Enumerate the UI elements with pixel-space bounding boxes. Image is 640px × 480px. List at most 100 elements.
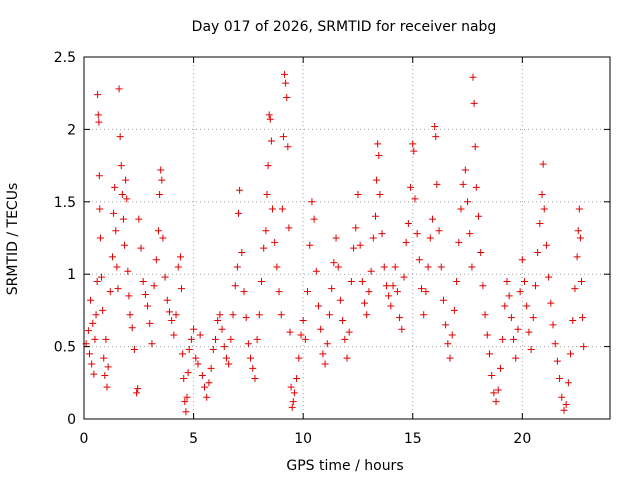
data-point (373, 176, 381, 184)
data-point (339, 317, 347, 325)
data-point (510, 335, 518, 343)
data-point (304, 288, 312, 296)
x-tick-label: 15 (404, 431, 422, 447)
data-point (345, 328, 353, 336)
data-point (400, 273, 408, 281)
data-point (101, 372, 109, 380)
data-point (571, 285, 579, 293)
data-point (198, 372, 206, 380)
data-point (255, 311, 263, 319)
data-point (545, 273, 553, 281)
data-point (84, 327, 92, 335)
data-point (551, 340, 559, 348)
data-point (468, 263, 476, 271)
data-point (562, 401, 570, 409)
data-point (218, 325, 226, 333)
data-point (88, 360, 96, 368)
data-point (527, 345, 535, 353)
data-point (518, 256, 526, 264)
y-tick-label: 1 (67, 267, 76, 283)
data-point (231, 282, 239, 290)
data-point (575, 205, 583, 213)
data-point (409, 140, 417, 148)
data-point (119, 215, 127, 223)
data-point (505, 292, 513, 300)
data-point (266, 115, 274, 123)
data-point (573, 253, 581, 261)
data-point (100, 354, 108, 362)
data-point (108, 253, 116, 261)
data-point (150, 282, 158, 290)
data-point (93, 277, 101, 285)
chart-title: Day 017 of 2026, SRMTID for receiver nab… (192, 19, 497, 35)
data-point (289, 398, 297, 406)
data-point (87, 296, 95, 304)
data-point (330, 259, 338, 267)
data-point (553, 357, 561, 365)
data-point (92, 311, 100, 319)
data-point (450, 306, 458, 314)
data-point (433, 180, 441, 188)
data-point (376, 191, 384, 199)
data-point (375, 151, 383, 159)
data-point (244, 340, 252, 348)
data-point (113, 263, 121, 271)
data-point (306, 241, 314, 249)
data-point (157, 166, 165, 174)
data-point (310, 215, 318, 223)
data-point (99, 306, 107, 314)
data-point (285, 224, 293, 232)
data-point (301, 335, 309, 343)
data-point (321, 360, 329, 368)
x-tick-label: 5 (189, 431, 198, 447)
plot-frame (83, 56, 611, 420)
data-point (126, 311, 134, 319)
data-point (123, 195, 131, 203)
data-point (323, 340, 331, 348)
data-point (442, 321, 450, 329)
data-point (181, 398, 189, 406)
data-point (549, 321, 557, 329)
data-point (118, 191, 126, 199)
data-point (222, 354, 230, 362)
y-tick-label: 1.5 (54, 195, 76, 211)
data-point (271, 238, 279, 246)
data-point (96, 234, 104, 242)
data-point (413, 230, 421, 238)
data-point (380, 263, 388, 271)
data-point (137, 244, 145, 252)
data-point (488, 372, 496, 380)
data-point (281, 70, 289, 78)
y-tick-label: 2 (67, 122, 76, 138)
data-point (91, 335, 99, 343)
data-points (82, 70, 588, 416)
data-point (182, 408, 190, 416)
data-point (268, 205, 276, 213)
data-point (464, 198, 472, 206)
data-point (212, 335, 219, 343)
data-point (540, 205, 548, 213)
data-point (558, 393, 566, 401)
data-point (183, 393, 191, 401)
data-point (279, 133, 287, 141)
x-tick-label: 20 (513, 431, 531, 447)
data-point (102, 335, 110, 343)
data-point (128, 324, 136, 332)
data-point (516, 288, 524, 296)
data-point (158, 176, 166, 184)
data-point (475, 212, 482, 220)
data-point (432, 133, 440, 141)
data-point (155, 227, 163, 235)
data-point (341, 335, 349, 343)
data-point (352, 224, 360, 232)
data-point (163, 296, 171, 304)
data-point (94, 111, 102, 119)
data-point (494, 386, 502, 394)
data-point (130, 345, 138, 353)
data-point (111, 183, 119, 191)
data-point (312, 267, 320, 275)
data-point (247, 354, 255, 362)
data-point (284, 143, 292, 151)
axis-ticks: 0 0.5 1 1.5 2 2.5 0 5 10 15 20 (54, 50, 610, 447)
